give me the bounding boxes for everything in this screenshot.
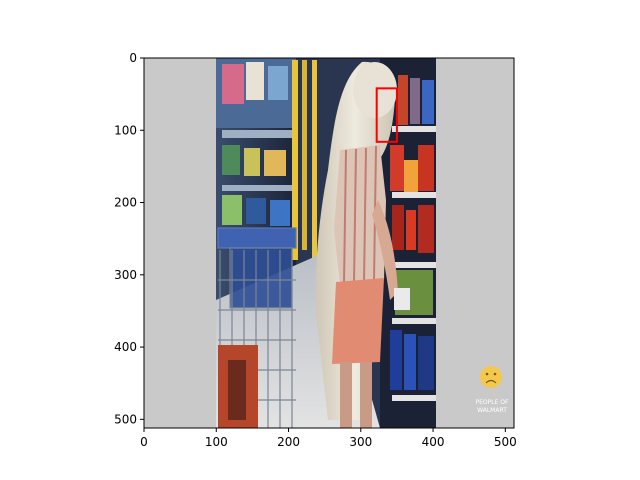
photo: PEOPLE OF WALMART [144, 58, 514, 428]
y-axis: 0 100 200 300 400 500 [114, 51, 144, 426]
x-tick-label-3: 300 [349, 435, 372, 449]
y-tick-label-5: 500 [114, 412, 137, 426]
sad-face-icon [480, 366, 502, 388]
x-axis: 0 100 200 300 400 500 [140, 428, 517, 449]
shopping-cart [217, 227, 297, 428]
y-tick-label-0: 0 [129, 51, 137, 65]
head [353, 62, 397, 118]
x-tick-label-1: 100 [205, 435, 228, 449]
x-tick-label-2: 200 [277, 435, 300, 449]
skirt [332, 278, 384, 364]
x-tick-label-4: 400 [422, 435, 445, 449]
y-tick-label-2: 200 [114, 196, 137, 210]
x-tick-label-0: 0 [140, 435, 148, 449]
watermark-line1: PEOPLE OF [476, 399, 510, 406]
watermark: PEOPLE OF WALMART [476, 366, 510, 414]
y-tick-label-4: 400 [114, 340, 137, 354]
x-tick-label-5: 500 [494, 435, 517, 449]
axes-frame [143, 57, 515, 429]
striped-top [334, 145, 386, 285]
y-tick-label-3: 300 [114, 268, 137, 282]
annotation-box [375, 87, 398, 143]
y-tick-label-1: 100 [114, 123, 137, 137]
watermark-line2: WALMART [477, 407, 507, 414]
